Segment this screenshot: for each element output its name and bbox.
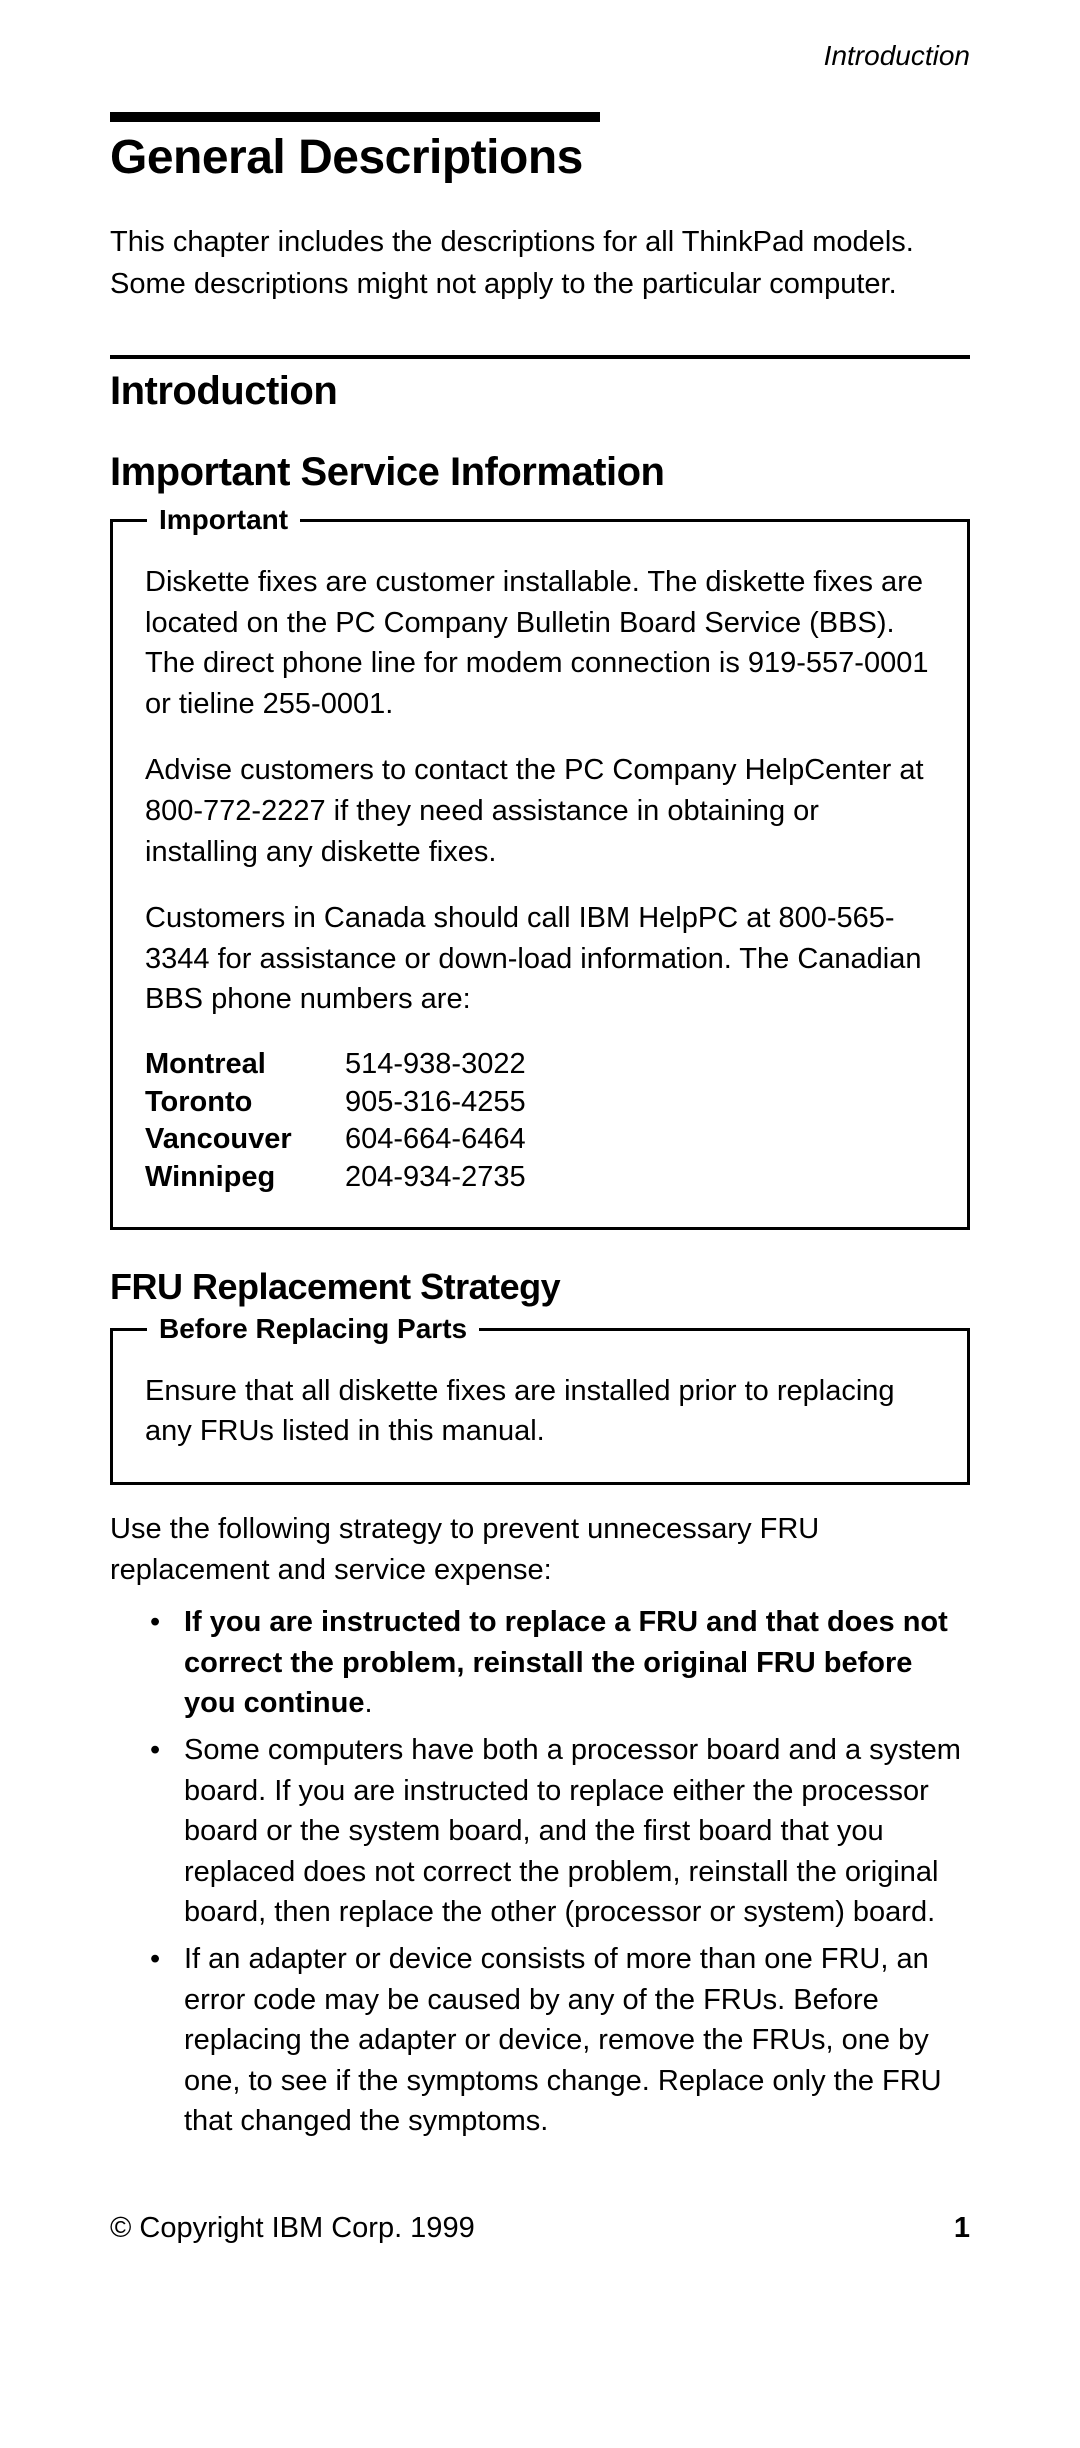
phone-row: Montreal 514-938-3022 bbox=[145, 1046, 935, 1084]
bullet-item: If you are instructed to replace a FRU a… bbox=[150, 1602, 970, 1724]
strategy-lead: Use the following strategy to prevent un… bbox=[110, 1509, 970, 1590]
title-rule bbox=[110, 112, 600, 122]
document-page: Introduction General Descriptions This c… bbox=[0, 0, 1080, 2305]
important-box-legend: Important bbox=[147, 504, 300, 536]
bullet-item: If an adapter or device consists of more… bbox=[150, 1939, 970, 2142]
important-p3: Customers in Canada should call IBM Help… bbox=[145, 898, 935, 1020]
phone-city: Toronto bbox=[145, 1084, 345, 1122]
running-header: Introduction bbox=[110, 40, 970, 72]
section-heading-fru-strategy: FRU Replacement Strategy bbox=[110, 1266, 970, 1308]
page-footer: © Copyright IBM Corp. 1999 1 bbox=[110, 2212, 970, 2245]
bullet-item: Some computers have both a processor boa… bbox=[150, 1730, 970, 1933]
important-box: Important Diskette fixes are customer in… bbox=[110, 519, 970, 1230]
phone-city: Winnipeg bbox=[145, 1159, 345, 1197]
bullet-bold: If you are instructed to replace a FRU a… bbox=[184, 1606, 948, 1719]
phone-city: Montreal bbox=[145, 1046, 345, 1084]
phone-table: Montreal 514-938-3022 Toronto 905-316-42… bbox=[145, 1046, 935, 1197]
phone-row: Toronto 905-316-4255 bbox=[145, 1084, 935, 1122]
bullet-rest: Some computers have both a processor boa… bbox=[184, 1734, 961, 1928]
section-rule bbox=[110, 355, 970, 359]
bullet-rest: . bbox=[364, 1687, 372, 1719]
bullet-rest: If an adapter or device consists of more… bbox=[184, 1943, 942, 2137]
before-replacing-box: Before Replacing Parts Ensure that all d… bbox=[110, 1328, 970, 1485]
phone-row: Winnipeg 204-934-2735 bbox=[145, 1159, 935, 1197]
before-replacing-legend: Before Replacing Parts bbox=[147, 1313, 479, 1345]
important-p2: Advise customers to contact the PC Compa… bbox=[145, 750, 935, 872]
section-heading-introduction: Introduction bbox=[110, 369, 970, 414]
phone-number: 604-664-6464 bbox=[345, 1121, 935, 1159]
important-p1: Diskette fixes are customer installable.… bbox=[145, 562, 935, 724]
phone-row: Vancouver 604-664-6464 bbox=[145, 1121, 935, 1159]
phone-number: 514-938-3022 bbox=[345, 1046, 935, 1084]
copyright-text: © Copyright IBM Corp. 1999 bbox=[110, 2212, 475, 2245]
phone-city: Vancouver bbox=[145, 1121, 345, 1159]
phone-number: 905-316-4255 bbox=[345, 1084, 935, 1122]
before-replacing-text: Ensure that all diskette fixes are insta… bbox=[145, 1371, 935, 1452]
section-heading-service-info: Important Service Information bbox=[110, 450, 970, 495]
intro-paragraph: This chapter includes the descriptions f… bbox=[110, 221, 970, 305]
strategy-bullets: If you are instructed to replace a FRU a… bbox=[110, 1602, 970, 2142]
phone-number: 204-934-2735 bbox=[345, 1159, 935, 1197]
page-number: 1 bbox=[954, 2212, 970, 2245]
page-title: General Descriptions bbox=[110, 130, 970, 185]
